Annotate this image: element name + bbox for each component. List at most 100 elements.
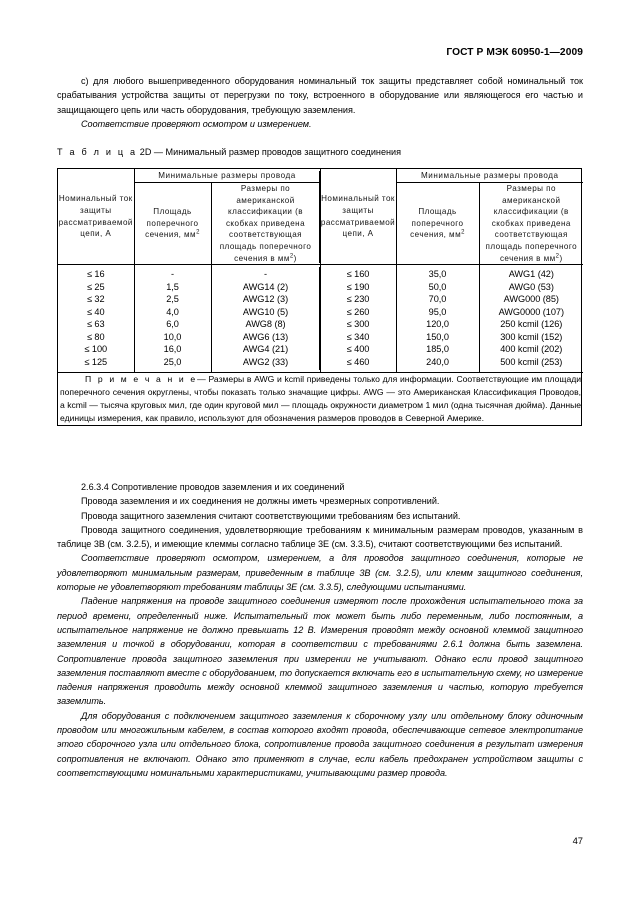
cell-lines-current-left: ≤ 16 ≤ 25 ≤ 32 ≤ 40 ≤ 63 ≤ 80 ≤ 100 ≤ 125: [58, 268, 134, 368]
value-current-right-2: ≤ 230: [346, 294, 370, 305]
value-awg-left-0: -: [264, 269, 268, 280]
value-current-left-5: ≤ 80: [86, 331, 105, 342]
table-row: ≤ 16 ≤ 25 ≤ 32 ≤ 40 ≤ 63 ≤ 80 ≤ 100 ≤ 125 -1,5 2…: [58, 264, 584, 373]
table-2d-grid: Номинальный ток защиты рассматриваемой ц…: [58, 169, 584, 426]
value-area-left-7: 25,0: [163, 356, 182, 367]
value-current-left-1: ≤ 25: [86, 281, 105, 292]
value-area-right-4: 120,0: [426, 319, 449, 330]
header-area-superscript-right: 2: [461, 229, 465, 236]
cell-lines-area-left: -1,5 2,5 4,0 6,0 10,0 16,0 25,0: [135, 268, 211, 368]
value-awg-right-2: AWG000 (85): [503, 294, 559, 305]
header-awg-close-left: ): [293, 253, 297, 263]
value-area-right-1: 50,0: [428, 281, 447, 292]
intro-block: c) для любого вышеприведенного оборудова…: [57, 74, 583, 157]
value-area-left-3: 4,0: [166, 306, 179, 317]
section-paragraph-2: Провода защитного заземления считают соо…: [81, 510, 461, 521]
value-current-right-3: ≤ 260: [346, 306, 370, 317]
value-current-right-5: ≤ 340: [346, 331, 370, 342]
value-awg-left-5: AWG6 (13): [242, 331, 289, 342]
value-current-left-2: ≤ 32: [86, 294, 105, 305]
header-awg-right: Размеры по американской классификации (в…: [478, 181, 584, 265]
header-area-left: Площадь поперечного сечения, мм2: [133, 181, 211, 265]
value-current-right-1: ≤ 190: [346, 281, 370, 292]
value-current-left-4: ≤ 63: [86, 319, 105, 330]
value-area-left-1: 1,5: [166, 281, 179, 292]
value-current-right-4: ≤ 300: [346, 319, 370, 330]
value-awg-right-0: AWG1 (42): [508, 269, 554, 280]
table-caption-dash: —: [153, 147, 164, 158]
value-awg-left-6: AWG4 (21): [242, 344, 289, 355]
value-area-right-7: 240,0: [426, 356, 449, 367]
value-area-right-0: 35,0: [428, 269, 447, 280]
value-awg-left-2: AWG12 (3): [242, 294, 289, 305]
section-paragraph-5: Падение напряжения на проводе защитного …: [57, 596, 583, 707]
table-caption-number: 2D: [139, 147, 152, 158]
value-awg-right-1: AWG0 (53): [508, 281, 554, 292]
table-note: П р и м е ч а н и е— Размеры в AWG и kcm…: [58, 371, 584, 426]
value-area-right-6: 185,0: [426, 344, 449, 355]
header-awg-superscript-right: 2: [555, 252, 560, 259]
value-awg-left-7: AWG2 (33): [242, 356, 289, 367]
value-awg-left-3: AWG10 (5): [242, 306, 289, 317]
header-awg-superscript-left: 2: [289, 252, 294, 259]
table-header-row-sub: Площадь поперечного сечения, мм2 Размеры…: [58, 181, 584, 265]
section-paragraph-1: Провода заземления и их соединения не до…: [81, 496, 440, 507]
cell-current-right: ≤ 160 ≤ 190 ≤ 230 ≤ 260 ≤ 300 ≤ 340 ≤ 400 ≤ 460: [319, 264, 397, 373]
cell-area-right: 35,0 50,0 70,0 95,0 120,0 150,0 185,0 240,0: [395, 264, 480, 373]
section-paragraph-6: Для оборудования с подключением защитног…: [57, 710, 583, 778]
value-awg-left-1: AWG14 (2): [242, 281, 289, 292]
header-rated-current-left: Номинальный ток защиты рассматриваемой ц…: [58, 194, 133, 239]
section-2-6-3-4: 2.6.3.4 Сопротивление проводов заземлени…: [57, 480, 583, 780]
page-number: 47: [572, 835, 583, 846]
header-awg-left: Размеры по американской классификации (в…: [210, 181, 321, 265]
cell-awg-right: AWG1 (42) AWG0 (53) AWG000 (85) AWG0000 (10…: [478, 264, 584, 373]
value-area-left-2: 2,5: [166, 294, 179, 305]
table-2d: Номинальный ток защиты рассматриваемой ц…: [57, 168, 584, 427]
value-current-left-0: ≤ 16: [86, 269, 105, 280]
value-awg-right-7: 500 kcmil (253): [500, 356, 563, 367]
value-area-right-2: 70,0: [428, 294, 447, 305]
header-rated-current-right: Номинальный ток защиты рассматриваемой ц…: [319, 169, 397, 265]
compliance-statement: Соответствие проверяют осмотром и измере…: [81, 118, 312, 129]
value-current-right-6: ≤ 400: [346, 344, 370, 355]
section-heading: 2.6.3.4 Сопротивление проводов заземлени…: [81, 482, 345, 492]
value-awg-right-4: 250 kcmil (126): [500, 319, 563, 330]
value-current-left-7: ≤ 125: [84, 356, 108, 367]
value-awg-left-4: AWG8 (8): [245, 319, 286, 330]
table-header-row-span: Номинальный ток защиты рассматриваемой ц…: [58, 169, 584, 265]
header-awg-close-right: ): [559, 253, 563, 263]
table-note-label: П р и м е ч а н и е: [85, 373, 198, 384]
cell-area-left: -1,5 2,5 4,0 6,0 10,0 16,0 25,0: [133, 264, 211, 373]
value-area-left-4: 6,0: [166, 319, 179, 330]
header-min-wire-size-left: Минимальные размеры провода: [133, 169, 321, 183]
value-awg-right-5: 300 kcmil (152): [500, 331, 563, 342]
header-area-right: Площадь поперечного сечения, мм2: [395, 181, 480, 265]
table-caption-title: Минимальный размер проводов защитного со…: [165, 147, 402, 158]
paragraph-item-c: c) для любого вышеприведенного оборудова…: [57, 76, 583, 115]
cell-lines-current-right: ≤ 160 ≤ 190 ≤ 230 ≤ 260 ≤ 300 ≤ 340 ≤ 400 ≤ 460: [321, 268, 396, 368]
value-area-left-0: -: [170, 269, 174, 280]
value-awg-right-6: 400 kcmil (202): [500, 344, 563, 355]
table-note-paragraph: П р и м е ч а н и е— Размеры в AWG и kcm…: [58, 373, 583, 426]
cell-awg-left: - AWG14 (2) AWG12 (3) AWG10 (5) AWG8 (8) AWG6…: [210, 264, 321, 373]
value-current-right-7: ≤ 460: [346, 356, 370, 367]
table-caption-label: Т а б л и ц а: [57, 147, 138, 158]
section-paragraph-3: Провода защитного соединения, удовлетвор…: [57, 524, 583, 550]
cell-lines-area-right: 35,0 50,0 70,0 95,0 120,0 150,0 185,0 240,0: [397, 268, 479, 368]
header-area-superscript-left: 2: [196, 229, 200, 236]
header-min-wire-size-right: Минимальные размеры провода: [395, 169, 584, 183]
value-current-left-3: ≤ 40: [86, 306, 105, 317]
table-note-text: Размеры в AWG и kcmil приведены только д…: [60, 373, 582, 424]
cell-lines-awg-right: AWG1 (42) AWG0 (53) AWG000 (85) AWG0000 (10…: [480, 268, 584, 368]
value-area-left-6: 16,0: [163, 344, 182, 355]
table-caption: Т а б л и ц а 2D — Минимальный размер пр…: [57, 147, 583, 157]
value-awg-right-3: AWG0000 (107): [498, 306, 564, 317]
document-header-standard-ref: ГОСТ Р МЭК 60950-1—2009: [446, 47, 583, 58]
spacer: [57, 131, 583, 147]
cell-lines-awg-left: - AWG14 (2) AWG12 (3) AWG10 (5) AWG8 (8) AWG6…: [212, 268, 320, 368]
table-note-dash: —: [197, 373, 206, 384]
table-note-row: П р и м е ч а н и е— Размеры в AWG и kcm…: [58, 371, 584, 426]
section-paragraph-4: Соответствие проверяют осмотром, измерен…: [57, 553, 583, 593]
cell-current-left: ≤ 16 ≤ 25 ≤ 32 ≤ 40 ≤ 63 ≤ 80 ≤ 100 ≤ 125: [58, 264, 134, 373]
